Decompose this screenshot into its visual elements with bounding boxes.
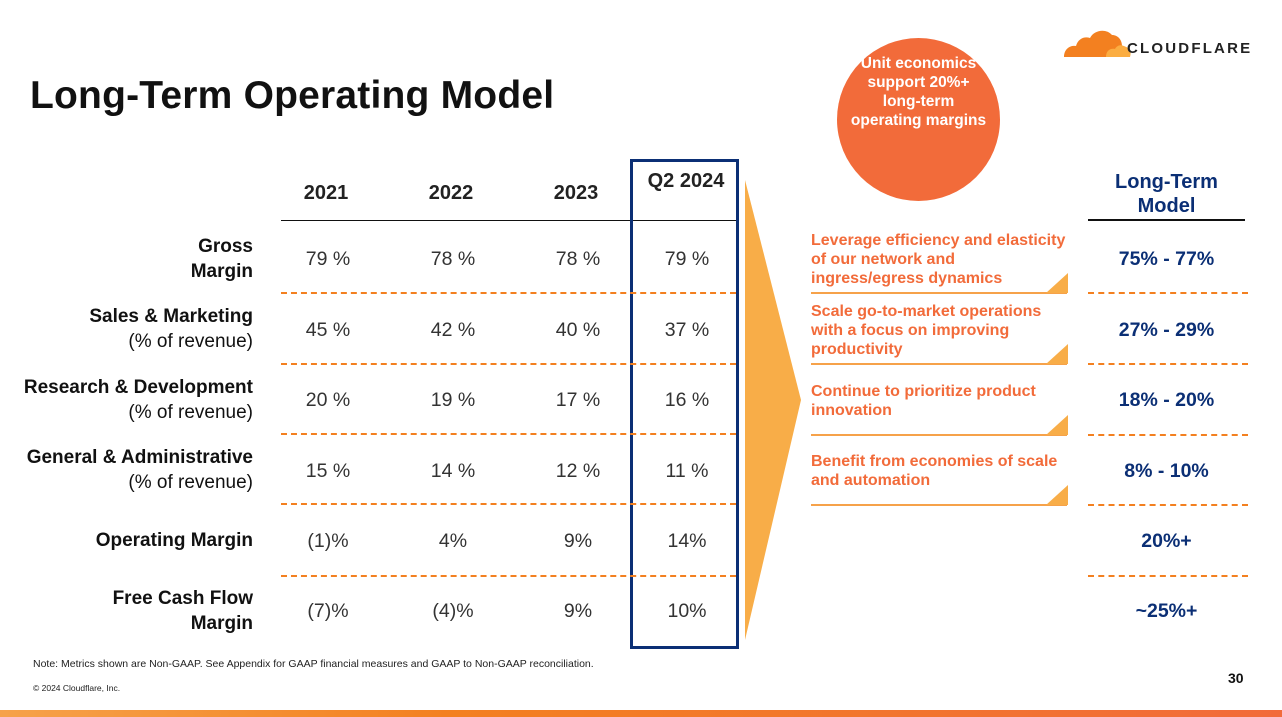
table-cell: (7)% — [307, 600, 349, 622]
callout-circle — [837, 38, 1000, 201]
driver-triangle — [1046, 273, 1068, 293]
long-term-value: 8% - 10% — [1124, 460, 1209, 482]
row-divider — [281, 575, 736, 577]
table-cell: 19 % — [430, 389, 476, 411]
row-label-text: Gross Margin — [190, 236, 253, 282]
table-cell: 10% — [667, 600, 707, 622]
row-divider — [281, 433, 736, 435]
column-header-q2-2024: Q2 2024 — [647, 170, 725, 192]
driver-underline — [811, 504, 1067, 506]
driver-triangle — [1046, 485, 1068, 505]
row-label-text: Free Cash Flow Margin — [112, 588, 253, 634]
page-number: 30 — [1228, 670, 1244, 686]
row-divider — [1088, 575, 1248, 577]
table-cell: 17 % — [555, 389, 601, 411]
row-label-text: Research & Development — [23, 377, 253, 398]
table-cell: 78 % — [555, 248, 601, 270]
table-cell: 14 % — [430, 460, 476, 482]
row-label-operating-margin: Operating Margin — [96, 529, 253, 554]
driver-underline — [811, 363, 1067, 365]
long-term-value: 20%+ — [1141, 530, 1192, 552]
logo-wordmark: CLOUDFLARE — [1127, 40, 1253, 57]
row-label-gross-margin: Gross Margin — [33, 235, 253, 284]
row-sublabel: (% of revenue) — [128, 330, 253, 352]
row-divider — [1088, 504, 1248, 506]
transition-arrow — [745, 180, 801, 640]
driver-text: Leverage efficiency and elasticity of ou… — [811, 232, 1066, 287]
row-divider — [281, 292, 736, 294]
table-cell: 9% — [563, 600, 593, 622]
long-term-value: ~25%+ — [1135, 600, 1198, 622]
driver-text: Benefit from economies of scale and auto… — [811, 453, 1058, 489]
table-cell: 9% — [563, 530, 593, 552]
table-cell: 42 % — [430, 319, 476, 341]
row-label-text: General & Administrative — [26, 447, 253, 468]
column-header-2022: 2022 — [428, 182, 474, 204]
footnote: Note: Metrics shown are Non-GAAP. See Ap… — [33, 658, 594, 670]
table-cell: 40 % — [555, 319, 601, 341]
bottom-accent-bar — [0, 710, 1282, 717]
driver-text: Continue to prioritize product innovatio… — [811, 383, 1036, 419]
driver-text: Scale go-to-market operations with a foc… — [811, 303, 1042, 358]
long-term-model-header: Long-Term Model — [1115, 171, 1218, 217]
row-divider — [1088, 292, 1248, 294]
table-cell: 79 % — [664, 248, 710, 270]
table-cell: 16 % — [664, 389, 710, 411]
long-term-value: 18% - 20% — [1118, 389, 1215, 411]
row-label-text: Sales & Marketing — [89, 306, 253, 327]
copyright: © 2024 Cloudflare, Inc. — [33, 683, 121, 693]
row-divider — [1088, 363, 1248, 365]
row-divider — [1088, 434, 1248, 436]
driver-triangle — [1046, 415, 1068, 435]
driver-underline — [811, 292, 1067, 294]
table-cell: 14% — [667, 530, 707, 552]
long-term-value: 27% - 29% — [1118, 319, 1215, 341]
row-label-research-development: Research & Development (% of revenue) — [24, 376, 253, 425]
table-cell: 78 % — [430, 248, 476, 270]
table-cell: 15 % — [305, 460, 351, 482]
row-label-free-cash-flow-margin: Free Cash Flow Margin — [93, 587, 253, 636]
row-divider — [281, 363, 736, 365]
table-cell: 37 % — [664, 319, 710, 341]
driver-triangle — [1046, 344, 1068, 364]
table-cell: 20 % — [305, 389, 351, 411]
callout-text: Unit economics support 20%+ long-term op… — [850, 55, 987, 129]
row-sublabel: (% of revenue) — [128, 401, 253, 423]
table-cell: 79 % — [305, 248, 351, 270]
table-cell: 45 % — [305, 319, 351, 341]
table-cell: 4% — [438, 530, 468, 552]
long-term-value: 75% - 77% — [1118, 248, 1215, 270]
driver-underline — [811, 434, 1067, 436]
q2-2024-highlight-box — [630, 159, 739, 649]
table-cell: 11 % — [665, 460, 709, 482]
table-cell: (1)% — [307, 530, 349, 552]
long-term-header-divider — [1088, 219, 1245, 221]
row-label-general-administrative: General & Administrative (% of revenue) — [27, 446, 253, 495]
table-cell: (4)% — [432, 600, 474, 622]
row-divider — [281, 503, 736, 505]
table-cell: 12 % — [555, 460, 601, 482]
page-title: Long-Term Operating Model — [30, 74, 555, 117]
row-sublabel: (% of revenue) — [128, 471, 253, 493]
column-header-2021: 2021 — [303, 182, 349, 204]
row-label-text: Operating Margin — [95, 530, 253, 551]
column-header-2023: 2023 — [553, 182, 599, 204]
header-divider — [281, 220, 736, 221]
row-label-sales-marketing: Sales & Marketing (% of revenue) — [89, 305, 253, 354]
cloud-icon — [1064, 30, 1131, 57]
